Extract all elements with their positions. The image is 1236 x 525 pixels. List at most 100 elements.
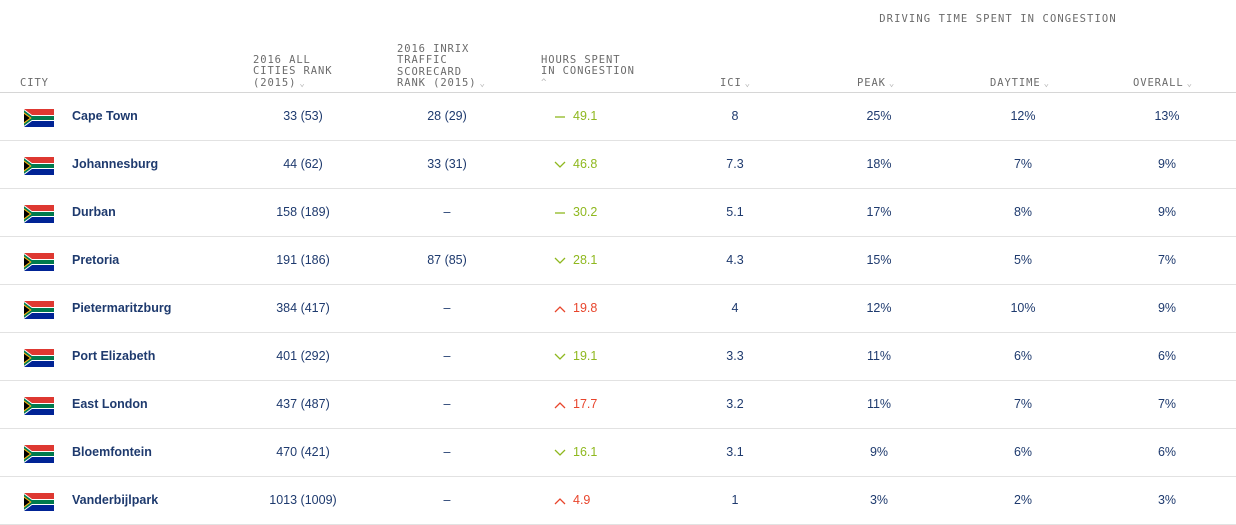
- all-cities-rank: 437 (487): [276, 397, 330, 411]
- ici-value: 8: [731, 109, 739, 123]
- sort-caret-icon: ⌄: [1186, 78, 1193, 89]
- column-header-all-cities-rank-label: 2016 ALL CITIES RANK (2015): [253, 53, 333, 89]
- all-cities-rank: 158 (189): [276, 205, 330, 219]
- column-header-overall[interactable]: OVERALL ⌄: [1133, 66, 1193, 90]
- peak-value: 15%: [866, 253, 892, 267]
- trend-up-icon: [553, 477, 567, 524]
- daytime-value: 7%: [1013, 157, 1033, 171]
- daytime-value: 5%: [1013, 253, 1033, 267]
- column-header-hours[interactable]: HOURS SPENT IN CONGESTION ^: [541, 43, 635, 101]
- south-africa-flag-icon: [24, 157, 54, 175]
- trend-down-icon: [553, 141, 567, 188]
- hours-value: 17.7: [573, 397, 598, 411]
- column-header-hours-label: HOURS SPENT IN CONGESTION: [541, 53, 635, 77]
- peak-value: 9%: [869, 445, 889, 459]
- sort-caret-up-icon: ^: [541, 77, 548, 88]
- scorecard-rank: –: [443, 493, 451, 507]
- sort-caret-icon: ⌄: [1043, 78, 1050, 89]
- overall-value: 6%: [1157, 349, 1177, 363]
- daytime-value: 12%: [1010, 109, 1036, 123]
- peak-value: 12%: [866, 301, 892, 315]
- table-row: Johannesburg 44 (62) 33 (31) 46.8 7.3 18% 7% 9%: [0, 141, 1236, 189]
- hours-in-congestion: 19.8: [553, 285, 623, 332]
- south-africa-flag-icon: [24, 205, 54, 223]
- peak-value: 25%: [866, 109, 892, 123]
- city-name: Port Elizabeth: [72, 349, 156, 363]
- scorecard-rank: –: [443, 349, 451, 363]
- south-africa-flag-icon: [24, 349, 54, 367]
- overall-value: 9%: [1157, 205, 1177, 219]
- city-name: Cape Town: [72, 109, 138, 123]
- hours-in-congestion: 16.1: [553, 429, 623, 476]
- hours-value: 16.1: [573, 445, 598, 459]
- all-cities-rank: 33 (53): [283, 109, 323, 123]
- all-cities-rank: 384 (417): [276, 301, 330, 315]
- hours-in-congestion: 28.1: [553, 237, 623, 284]
- column-header-all-cities-rank[interactable]: 2016 ALL CITIES RANK (2015) ⌄: [253, 43, 332, 90]
- trend-down-icon: [553, 429, 567, 476]
- peak-value: 3%: [869, 493, 889, 507]
- column-header-ici[interactable]: ICI ⌄: [720, 66, 751, 90]
- overall-value: 3%: [1157, 493, 1177, 507]
- city-name: Vanderbijlpark: [72, 493, 159, 507]
- table-row: Pietermaritzburg 384 (417) – 19.8 4 12% 10% 9%: [0, 285, 1236, 333]
- table-row: Durban 158 (189) – 30.2 5.1 17% 8% 9%: [0, 189, 1236, 237]
- table-row: Pretoria 191 (186) 87 (85) 28.1 4.3 15% 5% 7%: [0, 237, 1236, 285]
- ici-value: 4: [731, 301, 739, 315]
- column-header-daytime-label: DAYTIME: [990, 76, 1041, 89]
- column-header-overall-label: OVERALL: [1133, 76, 1184, 89]
- table-row: Vanderbijlpark 1013 (1009) – 4.9 1 3% 2% 3%: [0, 477, 1236, 525]
- city-name: Durban: [72, 205, 116, 219]
- column-header-scorecard-rank[interactable]: 2016 INRIX TRAFFIC SCORECARD RANK (2015)…: [397, 32, 486, 91]
- scorecard-rank: –: [443, 445, 451, 459]
- ici-value: 1: [731, 493, 739, 507]
- column-header-peak[interactable]: PEAK ⌄: [857, 66, 895, 90]
- all-cities-rank: 191 (186): [276, 253, 330, 267]
- column-header-city[interactable]: CITY: [20, 66, 49, 89]
- table-header: CITY 2016 ALL CITIES RANK (2015) ⌄ 2016 I…: [0, 0, 1236, 93]
- city-name: Pietermaritzburg: [72, 301, 172, 315]
- all-cities-rank: 401 (292): [276, 349, 330, 363]
- ici-value: 4.3: [726, 253, 744, 267]
- south-africa-flag-icon: [24, 445, 54, 463]
- city-name: Bloemfontein: [72, 445, 152, 459]
- ici-value: 3.3: [726, 349, 744, 363]
- south-africa-flag-icon: [24, 109, 54, 127]
- city-name: Pretoria: [72, 253, 120, 267]
- daytime-value: 8%: [1013, 205, 1033, 219]
- scorecard-rank: 87 (85): [427, 253, 467, 267]
- peak-value: 11%: [866, 397, 892, 411]
- ici-value: 5.1: [726, 205, 744, 219]
- scorecard-rank: 33 (31): [427, 157, 467, 171]
- overall-value: 9%: [1157, 157, 1177, 171]
- overall-value: 6%: [1157, 445, 1177, 459]
- ici-value: 7.3: [726, 157, 744, 171]
- column-header-daytime[interactable]: DAYTIME ⌄: [990, 66, 1050, 90]
- hours-in-congestion: 46.8: [553, 141, 623, 188]
- hours-value: 49.1: [573, 109, 598, 123]
- overall-value: 7%: [1157, 253, 1177, 267]
- scorecard-rank: –: [443, 205, 451, 219]
- all-cities-rank: 1013 (1009): [269, 493, 337, 507]
- daytime-value: 10%: [1010, 301, 1036, 315]
- south-africa-flag-icon: [24, 493, 54, 511]
- ici-value: 3.1: [726, 445, 744, 459]
- city-name: East London: [72, 397, 148, 411]
- daytime-value: 6%: [1013, 349, 1033, 363]
- overall-value: 9%: [1157, 301, 1177, 315]
- south-africa-flag-icon: [24, 253, 54, 271]
- trend-up-icon: [553, 381, 567, 428]
- column-header-peak-label: PEAK: [857, 76, 886, 89]
- trend-up-icon: [553, 285, 567, 332]
- hours-in-congestion: 4.9: [553, 477, 623, 524]
- scorecard-rank: –: [443, 397, 451, 411]
- peak-value: 18%: [866, 157, 892, 171]
- group-header-congestion: DRIVING TIME SPENT IN CONGESTION: [879, 13, 1117, 25]
- scorecard-rank: 28 (29): [427, 109, 467, 123]
- sort-caret-icon: ⌄: [744, 78, 751, 89]
- daytime-value: 7%: [1013, 397, 1033, 411]
- table-row: Cape Town 33 (53) 28 (29) 49.1 8 25% 12% 13%: [0, 93, 1236, 141]
- peak-value: 17%: [866, 205, 892, 219]
- overall-value: 13%: [1154, 109, 1180, 123]
- overall-value: 7%: [1157, 397, 1177, 411]
